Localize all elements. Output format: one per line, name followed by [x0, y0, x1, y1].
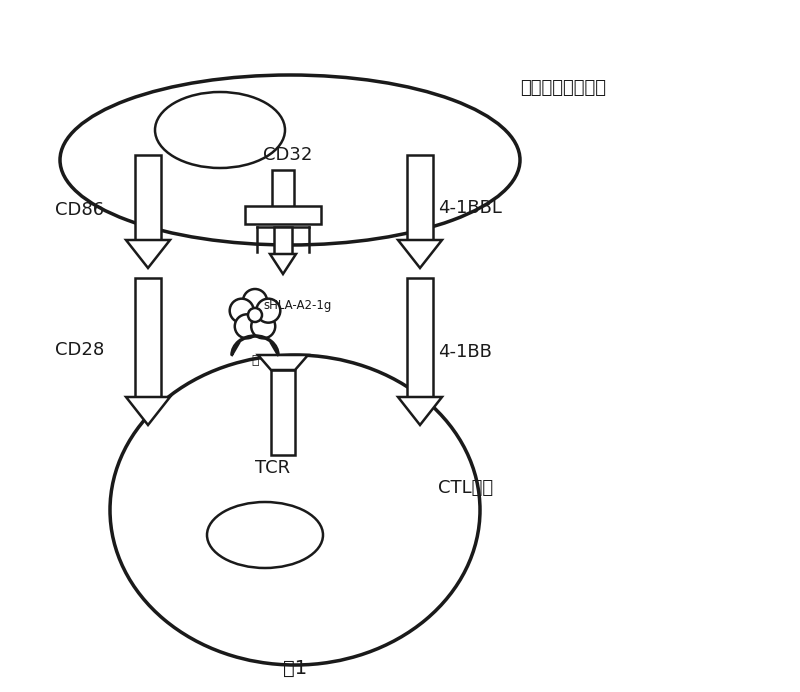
- Circle shape: [234, 314, 258, 338]
- Circle shape: [243, 289, 267, 313]
- Text: 图1: 图1: [283, 659, 307, 677]
- Bar: [135, 278, 161, 397]
- Ellipse shape: [155, 92, 285, 168]
- Polygon shape: [398, 397, 442, 425]
- Bar: [407, 155, 433, 240]
- Text: 人工抗原递呈细胞: 人工抗原递呈细胞: [520, 79, 606, 97]
- Text: 肽: 肽: [251, 354, 258, 367]
- Text: CD28: CD28: [55, 341, 104, 359]
- Text: 4-1BBL: 4-1BBL: [438, 199, 502, 217]
- Bar: [271, 370, 295, 455]
- Circle shape: [230, 299, 254, 322]
- Bar: [272, 170, 294, 210]
- Polygon shape: [398, 240, 442, 268]
- Circle shape: [248, 308, 262, 322]
- Polygon shape: [126, 397, 170, 425]
- Bar: [135, 155, 161, 240]
- Ellipse shape: [60, 75, 520, 245]
- Polygon shape: [126, 240, 170, 268]
- Bar: [245, 206, 321, 224]
- Polygon shape: [270, 254, 296, 274]
- Text: 4-1BB: 4-1BB: [438, 343, 492, 361]
- Text: TCR: TCR: [255, 459, 290, 477]
- Text: sHLA-A2-1g: sHLA-A2-1g: [263, 298, 331, 311]
- Text: CD32: CD32: [263, 146, 312, 164]
- Circle shape: [256, 299, 280, 322]
- Ellipse shape: [207, 502, 323, 568]
- Bar: [274, 227, 292, 254]
- Bar: [407, 278, 433, 397]
- Circle shape: [251, 314, 275, 338]
- Polygon shape: [258, 355, 308, 370]
- Text: CD86: CD86: [55, 201, 104, 219]
- Text: CTL细胞: CTL细胞: [438, 479, 493, 497]
- Ellipse shape: [110, 355, 480, 665]
